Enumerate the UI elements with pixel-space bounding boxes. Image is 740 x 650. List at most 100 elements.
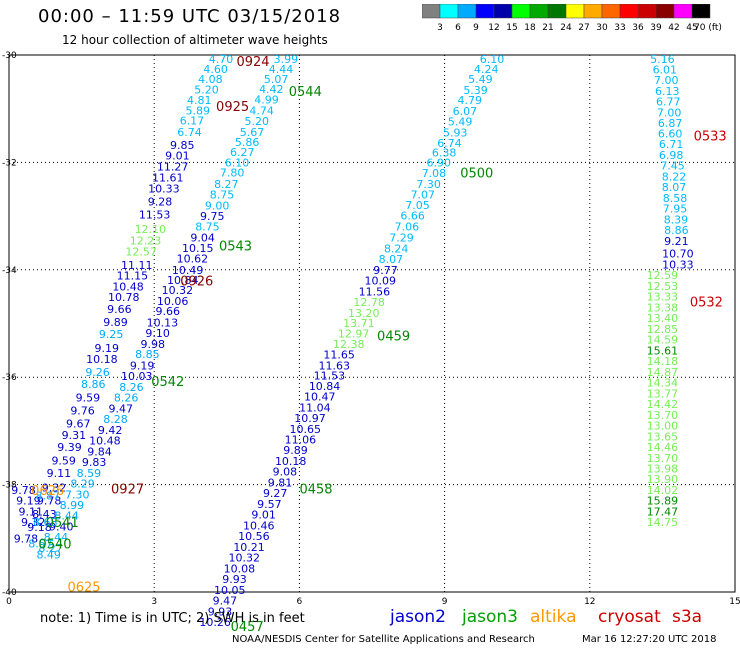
wave-height-point: 12.53: [647, 280, 679, 293]
legend-altika: altika: [530, 607, 577, 627]
wave-height-point: 8.07: [379, 253, 404, 266]
pass-time-label: 0533: [694, 129, 727, 144]
wave-height-point: 8.07: [662, 181, 687, 194]
wave-height-point: 9.85: [170, 139, 195, 152]
wave-height-point: 10.33: [148, 183, 180, 196]
wave-height-point: 11.06: [285, 433, 317, 446]
wave-height-point: 13.71: [343, 317, 375, 330]
wave-height-point: 8.44: [54, 510, 79, 523]
wave-height-point: 9.39: [57, 441, 82, 454]
wave-height-point: 11.61: [152, 171, 184, 184]
wave-height-point: 6.98: [659, 149, 684, 162]
wave-height-point: 6.60: [658, 127, 683, 140]
pass-time-label: 0544: [289, 85, 322, 100]
wave-height-point: 17.47: [647, 505, 679, 518]
legend-jason3: jason3: [462, 607, 518, 627]
wave-height-point: 9.08: [273, 466, 298, 479]
wave-height-point: 6.74: [437, 137, 462, 150]
wave-height-point: 9.19: [16, 495, 41, 508]
wave-height-point: 6.27: [230, 146, 255, 159]
wave-height-point: 12.97: [338, 328, 370, 341]
wave-height-point: 5.86: [235, 136, 260, 149]
wave-height-point: 8.26: [114, 392, 139, 405]
x-tick-label: 9: [442, 597, 448, 607]
wave-height-point: 8.68: [33, 516, 58, 529]
wave-height-point: 5.49: [448, 116, 473, 129]
wave-height-point: 9.10: [145, 327, 170, 340]
wave-height-point: 13.70: [647, 452, 679, 465]
wave-height-point: 10.18: [275, 455, 307, 468]
wave-height-point: 13.65: [647, 430, 679, 443]
wave-height-point: 9.11: [47, 467, 72, 480]
wave-height-point: 9.59: [51, 454, 76, 467]
wave-height-point: 4.42: [259, 83, 284, 96]
page-title: 00:00 – 11:59 UTC 03/15/2018: [38, 6, 342, 27]
wave-height-point: 9.32: [42, 481, 67, 494]
wave-height-point: 11.27: [157, 161, 189, 174]
wave-height-point: 11.04: [299, 401, 331, 414]
wave-height-point: 8.27: [38, 542, 63, 555]
wave-height-point: 11.56: [359, 285, 391, 298]
wave-height-point: 8.85: [135, 348, 160, 361]
pass-time-label: 0924: [236, 55, 269, 70]
pass-time-label: 0625: [67, 581, 100, 596]
wave-height-point: 15.61: [647, 344, 679, 357]
wave-height-point: 5.67: [240, 126, 265, 139]
wave-height-point: 8.27: [214, 178, 239, 191]
credit-line: NOAA/NESDIS Center for Satellite Applica…: [232, 634, 535, 645]
wave-height-point: 9.26: [85, 366, 110, 379]
legend-jason2: jason2: [390, 607, 446, 627]
wave-height-point: 9.01: [251, 509, 276, 522]
wave-height-point: 4.70: [209, 53, 234, 66]
wave-height-point: 5.89: [186, 104, 211, 117]
color-scale-label: 70 (ft): [694, 23, 722, 33]
wave-height-point: 13.98: [647, 462, 679, 475]
wave-height-point: 5.39: [463, 84, 488, 97]
pass-time-label: 0540: [38, 538, 71, 553]
x-tick-label: 15: [729, 597, 740, 607]
wave-height-point: 9.66: [107, 303, 132, 316]
wave-height-point: 5.20: [245, 115, 270, 128]
y-tick-label: -32: [2, 158, 17, 168]
wave-height-point: 8.22: [662, 170, 687, 183]
wave-height-point: 9.11: [19, 505, 44, 518]
wave-height-point: 7.08: [422, 167, 447, 180]
wave-height-point: 8.86: [664, 224, 689, 237]
wave-height-point: 9.98: [140, 338, 165, 351]
wave-height-point: 10.32: [162, 284, 194, 297]
wave-height-point: 6.77: [656, 96, 681, 109]
wave-height-point: 6.71: [659, 138, 684, 151]
wave-height-point: 9.32: [21, 516, 46, 529]
wave-height-point: 4.79: [458, 94, 483, 107]
color-scale-label: 9: [473, 23, 479, 33]
x-tick-label: 0: [6, 597, 12, 607]
wave-height-point: 8.49: [36, 548, 61, 561]
wave-height-point: 11.53: [139, 208, 171, 221]
pass-time-label: 0457: [231, 620, 264, 635]
wave-height-point: 11.15: [117, 270, 149, 283]
y-tick-label: -30: [2, 51, 17, 61]
wave-height-point: 6.13: [655, 85, 680, 98]
generated-timestamp: Mar 16 12:27:20 UTC 2018: [582, 634, 717, 645]
color-scale-label: 21: [542, 23, 553, 33]
wave-height-point: 5.20: [194, 83, 219, 96]
pass-time-label: 0458: [299, 482, 332, 497]
wave-height-point: 11.11: [121, 259, 153, 272]
wave-height-point: 9.19: [95, 342, 120, 355]
color-scale-label: 15: [506, 23, 517, 33]
wave-height-point: 8.44: [44, 531, 69, 544]
wave-height-point: 15.89: [647, 495, 679, 508]
wave-height-point: 10.05: [214, 584, 246, 597]
wave-height-point: 14.18: [647, 355, 679, 368]
wave-height-point: 8.57: [28, 538, 53, 551]
wave-height-point: 10.97: [294, 412, 326, 425]
wave-height-point: 10.15: [182, 242, 214, 255]
wave-height-point: 9.27: [263, 487, 288, 500]
wave-height-point: 14.42: [647, 398, 679, 411]
wave-height-point: 10.46: [243, 519, 275, 532]
wave-height-point: 9.18: [27, 521, 52, 534]
wave-height-point: 12.59: [647, 269, 679, 282]
wave-height-point: 7.29: [389, 232, 414, 245]
wave-height-point: 9.04: [190, 232, 215, 245]
wave-height-point: 10.70: [662, 248, 694, 261]
